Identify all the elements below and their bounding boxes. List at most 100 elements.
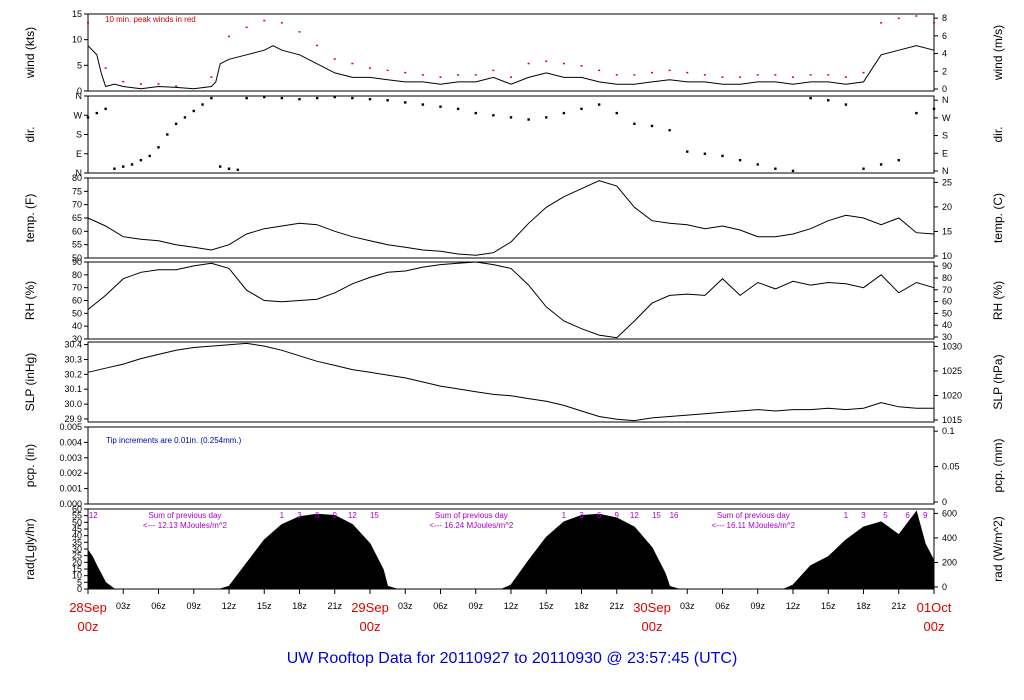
temp-ytick-right-label: 25 bbox=[942, 177, 952, 187]
rad-hour-label: 1 bbox=[844, 511, 849, 520]
temp-ylabel-left: temp. (F) bbox=[23, 194, 37, 243]
peak-wind-point bbox=[774, 74, 777, 76]
time-tick-hour: 00z bbox=[78, 619, 99, 634]
rh-ytick-right-label: 60 bbox=[942, 297, 952, 307]
time-tick-hour: 00z bbox=[642, 619, 663, 634]
wind-ytick-right-label: 4 bbox=[942, 49, 947, 59]
temp-ytick-right-label: 20 bbox=[942, 202, 952, 212]
wind-ylabel-right: wind (m/s) bbox=[991, 25, 1005, 81]
rh-ytick-label: 50 bbox=[72, 308, 82, 318]
pcp-ytick-label: 0.005 bbox=[59, 422, 82, 432]
peak-wind-point bbox=[87, 22, 89, 24]
rad-ytick-label: 25 bbox=[72, 551, 82, 561]
dir-point bbox=[633, 122, 636, 126]
rh-ytick-right-label: 50 bbox=[942, 308, 952, 318]
rad-ytick-label: 5 bbox=[77, 577, 82, 587]
wind-ylabel-left: wind (kts) bbox=[23, 27, 37, 79]
rh-ytick-right-label: 40 bbox=[942, 320, 952, 330]
rad-ytick-label: 10 bbox=[72, 571, 82, 581]
dir-point bbox=[439, 105, 442, 108]
peak-wind-point bbox=[880, 22, 883, 24]
rad-ytick-label: 40 bbox=[72, 531, 82, 541]
slp-line bbox=[87, 342, 934, 422]
dir-ytick-label: E bbox=[76, 149, 82, 159]
dir-point bbox=[545, 116, 548, 119]
dir-point bbox=[456, 107, 460, 111]
dir-point bbox=[650, 124, 654, 128]
rad-hour-label: 6 bbox=[597, 511, 602, 520]
dir-point bbox=[386, 99, 389, 102]
time-tick-label: 03z bbox=[398, 601, 413, 611]
rad-ytick-right-label: 600 bbox=[942, 508, 957, 518]
peak-wind-point bbox=[809, 74, 812, 76]
rad-hour-label: 6 bbox=[315, 511, 320, 520]
dir-point bbox=[492, 114, 495, 117]
dir-point bbox=[315, 96, 319, 100]
peak-wind-point bbox=[386, 69, 389, 72]
dir-ytick-label: S bbox=[76, 130, 82, 140]
dir-point bbox=[157, 146, 160, 149]
rh-ytick-label: 40 bbox=[72, 321, 82, 331]
dir-point bbox=[474, 111, 477, 115]
peak-wind-point bbox=[369, 67, 371, 69]
rad-hour-label: 6 bbox=[905, 511, 910, 520]
dir-point bbox=[615, 111, 618, 115]
dir-point bbox=[844, 103, 848, 106]
dir-ytick-right-label: N bbox=[942, 95, 949, 105]
time-tick-label: 12z bbox=[504, 601, 519, 611]
temp-frame bbox=[87, 177, 935, 259]
temp-ytick-label: 60 bbox=[72, 226, 82, 236]
dir-point bbox=[113, 167, 116, 170]
rad-ytick-label: 0 bbox=[77, 584, 82, 594]
peak-wind-point bbox=[527, 62, 530, 65]
rad-ytick-label: 15 bbox=[72, 564, 82, 574]
peak-wind-point bbox=[897, 17, 900, 20]
pcp-ytick-label: 0.004 bbox=[59, 437, 82, 447]
peak-wind-point bbox=[686, 71, 689, 74]
slp-frame bbox=[87, 341, 935, 423]
slp-ytick-label: 30.1 bbox=[64, 384, 82, 394]
time-tick-label: 18z bbox=[292, 601, 307, 611]
peak-wind-point bbox=[651, 71, 653, 74]
dir-point bbox=[201, 103, 204, 106]
time-tick-label: 09z bbox=[750, 601, 765, 611]
rad-hour-label: 12 bbox=[89, 511, 98, 520]
wind-ytick-label: 5 bbox=[77, 60, 82, 70]
wind-ytick-right-label: 8 bbox=[942, 13, 947, 23]
peak-wind-point bbox=[298, 31, 301, 33]
peak-wind-point bbox=[351, 62, 354, 65]
peak-wind-point bbox=[915, 15, 918, 17]
rad-hour-label: 16 bbox=[670, 511, 679, 520]
time-tick-label: 21z bbox=[891, 601, 906, 611]
peak-wind-point bbox=[792, 76, 794, 78]
time-tick-label: 06z bbox=[433, 601, 448, 611]
dir-point bbox=[368, 98, 372, 101]
time-tick-label: 18z bbox=[856, 601, 871, 611]
rad-hour-label: 5 bbox=[883, 511, 888, 520]
rad-hour-label: 12 bbox=[348, 511, 357, 520]
dir-ytick-right-label: S bbox=[942, 131, 948, 141]
rad-hour-label: 3 bbox=[579, 511, 584, 520]
rad-hour-label: 9 bbox=[333, 511, 338, 520]
wind-annotation: 10 min. peak winds in red bbox=[105, 15, 196, 24]
peak-wind-point bbox=[580, 65, 583, 67]
dir-point bbox=[104, 107, 107, 111]
peak-wind-point bbox=[104, 67, 107, 69]
time-tick-label: 15z bbox=[821, 601, 836, 611]
time-tick-hour: 00z bbox=[924, 619, 945, 634]
dir-point bbox=[192, 109, 195, 113]
rh-frame bbox=[87, 261, 935, 340]
chart-title: UW Rooftop Data for 20110927 to 20110930… bbox=[286, 650, 738, 667]
time-tick-label: 21z bbox=[327, 601, 342, 611]
pcp-ytick-label: 0.000 bbox=[59, 499, 82, 509]
peak-wind-point bbox=[545, 60, 548, 63]
time-tick-hour: 00z bbox=[360, 619, 381, 634]
dir-ytick-label: N bbox=[76, 91, 83, 101]
dir-point bbox=[333, 95, 336, 99]
time-tick-label: 21z bbox=[609, 601, 624, 611]
dir-ylabel-left: dir. bbox=[23, 126, 37, 142]
slp-ytick-right-label: 1030 bbox=[942, 341, 962, 351]
rh-ytick-label: 30 bbox=[72, 334, 82, 344]
time-tick-label: 03z bbox=[680, 601, 695, 611]
rad-hour-label: 12 bbox=[630, 511, 639, 520]
